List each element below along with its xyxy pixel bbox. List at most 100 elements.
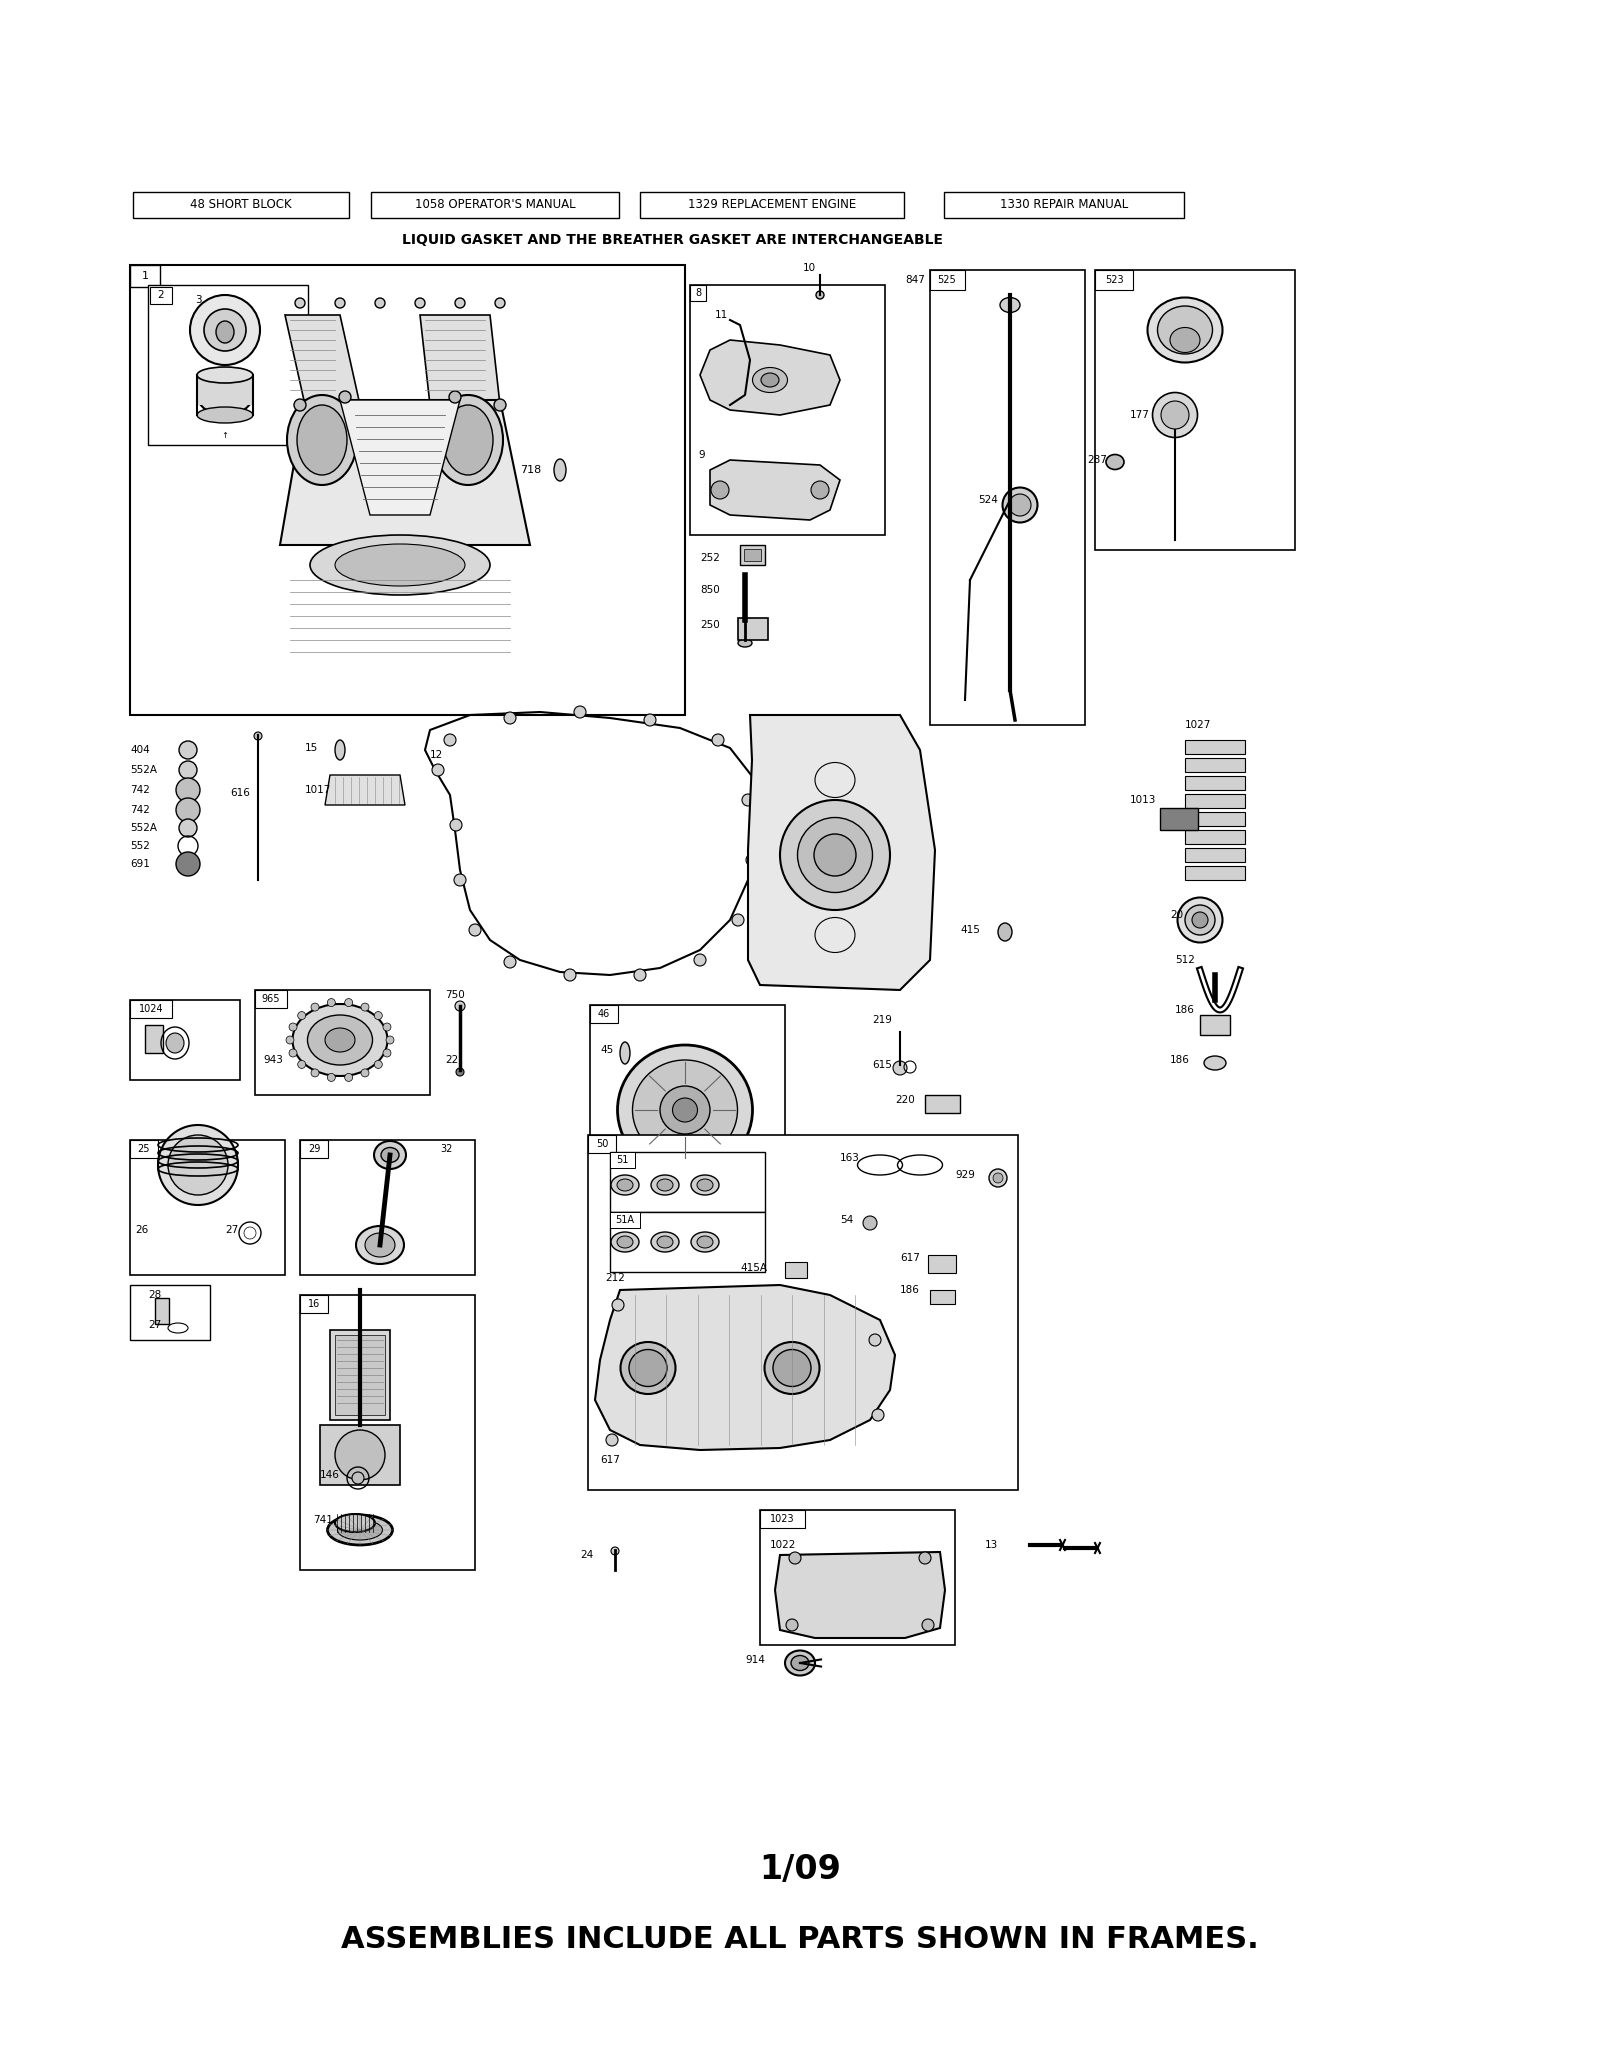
Text: 50: 50 [595,1140,608,1148]
Polygon shape [595,1284,894,1450]
Text: LIQUID GASKET AND THE BREATHER GASKET ARE INTERCHANGEABLE: LIQUID GASKET AND THE BREATHER GASKET AR… [402,233,942,248]
Text: 1023: 1023 [770,1514,794,1524]
Bar [589,1136,616,1152]
Bar [1186,849,1245,861]
Bar [590,1006,786,1206]
Text: 186: 186 [899,1284,920,1295]
Ellipse shape [197,368,253,382]
Ellipse shape [643,714,656,727]
Text: 742: 742 [130,805,150,816]
Ellipse shape [298,1012,306,1020]
Text: 20: 20 [1170,911,1182,921]
Bar [1186,776,1245,791]
Ellipse shape [365,1233,395,1258]
Text: 252: 252 [701,553,720,564]
Bar [1186,795,1245,807]
Text: 552A: 552A [130,824,157,832]
Text: 2: 2 [158,289,165,299]
Ellipse shape [179,762,197,779]
Ellipse shape [1178,898,1222,942]
Ellipse shape [994,1173,1003,1183]
Ellipse shape [374,1142,406,1169]
Text: 163: 163 [840,1152,859,1163]
Text: 1: 1 [141,271,149,281]
Ellipse shape [450,820,462,830]
Ellipse shape [1157,306,1213,353]
Ellipse shape [504,712,515,725]
Ellipse shape [293,1004,387,1076]
Text: 750: 750 [445,989,464,999]
Ellipse shape [310,535,490,595]
Text: 26: 26 [134,1225,149,1235]
Bar [130,264,685,714]
Ellipse shape [286,394,357,485]
Bar [130,999,240,1080]
Ellipse shape [454,1002,466,1012]
Ellipse shape [197,407,253,423]
Ellipse shape [166,1032,184,1053]
Ellipse shape [328,1074,336,1082]
Ellipse shape [374,1061,382,1068]
Bar [371,192,619,219]
Text: 16: 16 [307,1299,320,1309]
Text: 965: 965 [262,993,280,1004]
Bar [150,287,173,304]
Text: 1013: 1013 [1130,795,1157,805]
Bar [786,1262,806,1278]
Ellipse shape [445,733,456,745]
Bar [330,1330,390,1421]
Ellipse shape [773,1351,811,1386]
Ellipse shape [1106,454,1123,469]
Ellipse shape [414,297,426,308]
Ellipse shape [606,1433,618,1446]
Text: 615: 615 [872,1059,891,1070]
Ellipse shape [325,1028,355,1051]
Ellipse shape [334,1429,386,1481]
Ellipse shape [733,915,744,925]
Text: 29: 29 [307,1144,320,1154]
Bar [690,285,885,535]
Bar [1160,807,1198,830]
Text: 51: 51 [616,1154,629,1165]
Text: 25: 25 [138,1144,150,1154]
Text: 1058 OPERATOR'S MANUAL: 1058 OPERATOR'S MANUAL [414,198,576,211]
Text: 523: 523 [1104,275,1123,285]
Bar [130,999,173,1018]
Bar [133,192,349,219]
Ellipse shape [286,1037,294,1045]
Text: 54: 54 [840,1214,853,1225]
Ellipse shape [328,999,336,1006]
Ellipse shape [334,543,466,586]
Ellipse shape [334,297,346,308]
Text: 617: 617 [600,1456,619,1464]
Text: 1024: 1024 [139,1004,163,1014]
Bar [197,376,253,405]
Ellipse shape [651,1175,678,1196]
Text: 3: 3 [195,295,202,306]
Ellipse shape [338,1520,382,1540]
Ellipse shape [450,390,461,403]
Ellipse shape [789,1553,802,1563]
Text: 524: 524 [978,496,998,506]
Text: 914: 914 [746,1654,765,1664]
Text: ASSEMBLIES INCLUDE ALL PARTS SHOWN IN FRAMES.: ASSEMBLIES INCLUDE ALL PARTS SHOWN IN FR… [341,1925,1259,1953]
Bar [254,989,286,1008]
Ellipse shape [710,481,730,500]
Ellipse shape [872,1408,883,1421]
Bar [1186,865,1245,880]
Text: 512: 512 [1174,954,1195,964]
Ellipse shape [742,795,754,805]
Ellipse shape [658,1179,674,1192]
Ellipse shape [197,376,253,415]
Text: 219: 219 [872,1016,891,1024]
Bar [640,192,904,219]
Ellipse shape [344,999,352,1006]
Text: 146: 146 [320,1470,339,1481]
Text: 415A: 415A [739,1264,766,1272]
Ellipse shape [386,1037,394,1045]
Text: 1017: 1017 [306,785,331,795]
Ellipse shape [1000,297,1021,312]
Text: 415: 415 [960,925,979,935]
Bar [254,989,430,1094]
Ellipse shape [179,741,197,760]
